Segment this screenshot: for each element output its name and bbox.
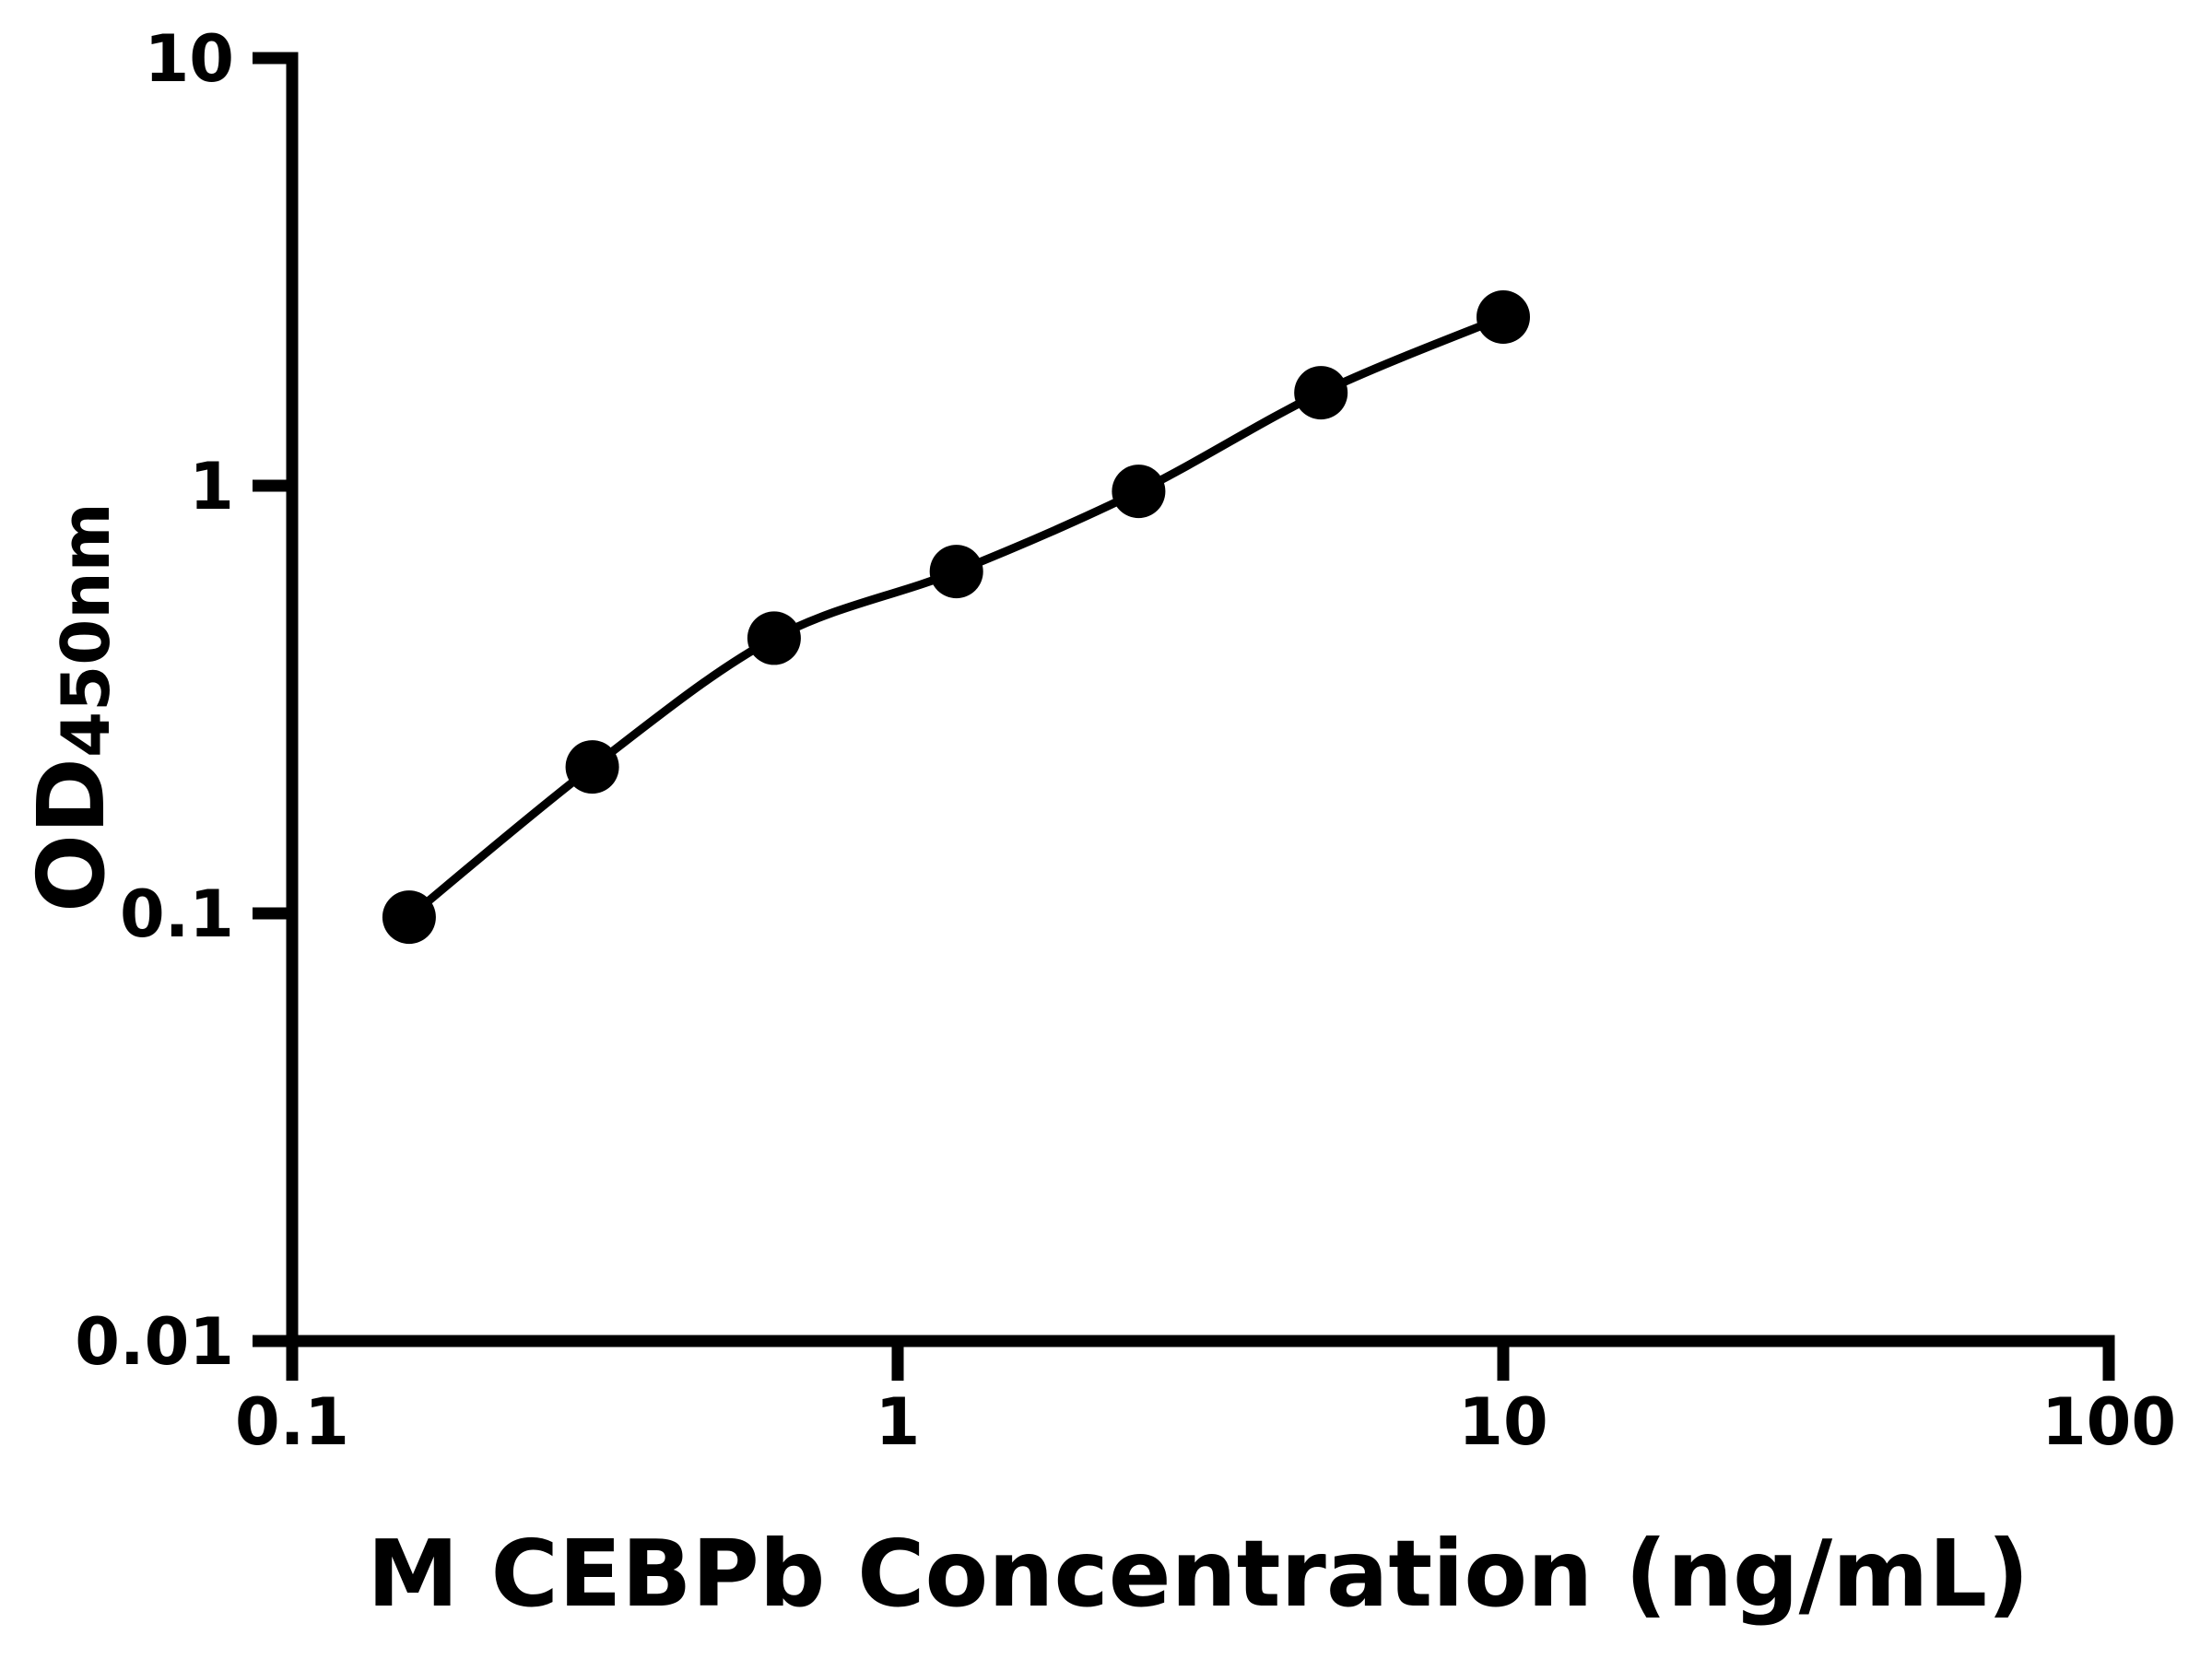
data-point — [565, 740, 619, 794]
y-axis-title: OD450nm — [18, 502, 125, 912]
ticks — [253, 52, 2115, 1381]
axes — [253, 52, 2115, 1381]
x-axis-title: M CEBPb Concentration (ng/mL) — [367, 1520, 2030, 1628]
y-tick-label: 0.01 — [75, 1304, 234, 1380]
data-point — [929, 545, 983, 599]
y-tick-label: 1 — [189, 449, 234, 524]
x-tick-label: 1 — [876, 1384, 921, 1460]
y-axis-title-subscript: 450nm — [47, 502, 124, 758]
x-tick-label: 10 — [1458, 1384, 1547, 1460]
data-point — [1294, 366, 1348, 420]
data-point — [747, 611, 801, 665]
data-point — [382, 890, 436, 945]
y-tick-label: 10 — [145, 21, 234, 97]
data-point — [1477, 290, 1530, 344]
y-axis-title-main: OD — [18, 758, 125, 912]
plot-area — [382, 290, 1530, 945]
data-point — [1112, 465, 1166, 519]
x-tick-label: 0.1 — [235, 1384, 349, 1460]
x-tick-label: 100 — [2041, 1384, 2176, 1460]
y-tick-label: 0.1 — [120, 877, 234, 952]
